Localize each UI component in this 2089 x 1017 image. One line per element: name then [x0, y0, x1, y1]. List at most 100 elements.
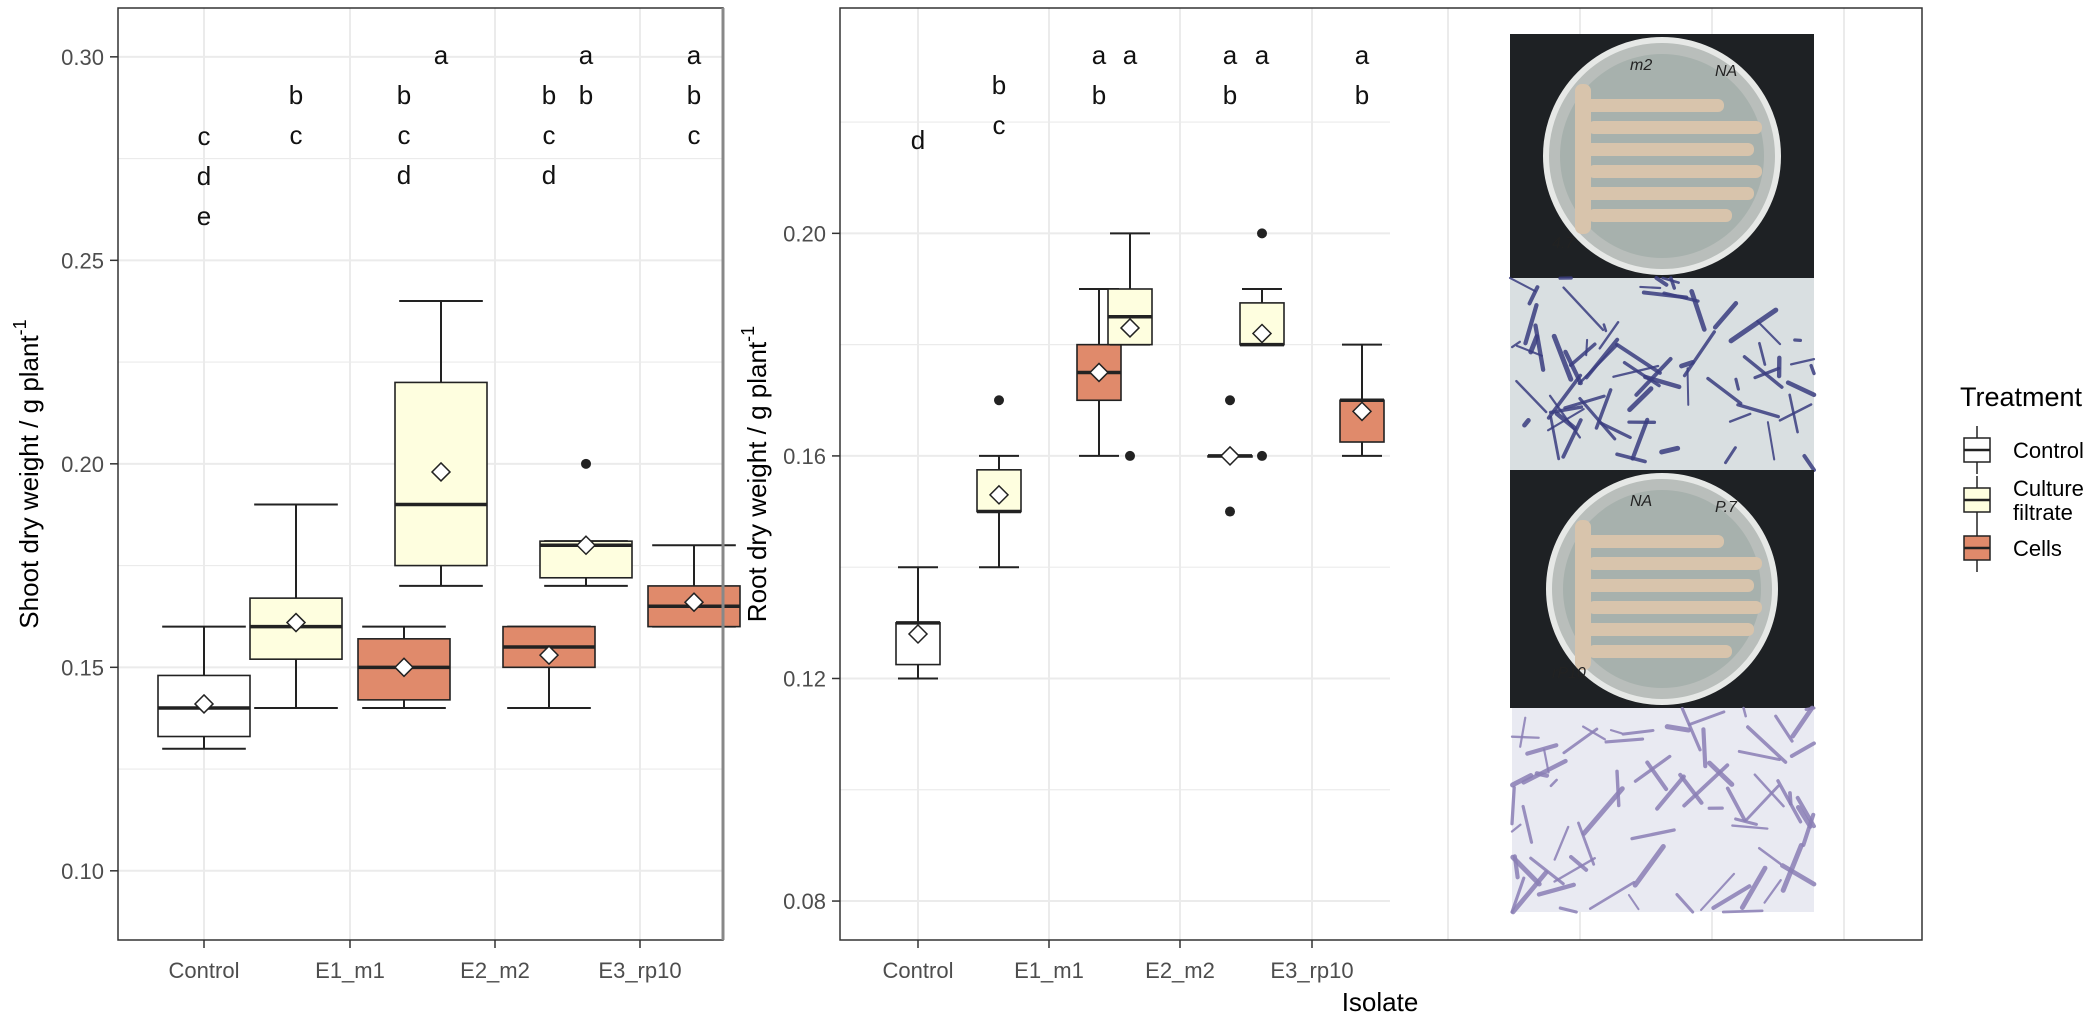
dish-label: m2 — [1630, 57, 1652, 74]
fungal-streak — [1580, 143, 1754, 156]
isolate-photos: m2 NA 4.7 NA P.7 rP10 — [1508, 34, 1817, 915]
mean-diamond — [393, 657, 415, 678]
fungal-streak — [1580, 99, 1724, 112]
hypha-strand — [1675, 893, 1695, 914]
y-tick-label: 0.10 — [61, 859, 104, 884]
outlier-point — [1125, 450, 1135, 461]
fungal-streak — [1588, 645, 1732, 658]
shoot-y-axis-label: Shoot dry weight / g plant-1 — [10, 319, 44, 628]
hypha-strand — [1510, 876, 1526, 914]
mean-diamond — [683, 592, 705, 613]
dish-label: 4.7 — [1552, 235, 1575, 252]
hypha-strand — [1682, 330, 1716, 378]
x-tick-label: E1_m1 — [315, 958, 385, 983]
hypha-strand — [1549, 415, 1561, 461]
hypha-strand — [1655, 774, 1686, 811]
hypha-strand — [1510, 823, 1522, 833]
fungal-streak — [1588, 557, 1762, 570]
outlier-point — [1225, 506, 1235, 517]
fungal-streak — [1580, 535, 1724, 548]
hypha-strand — [1578, 396, 1617, 441]
hypha-strand — [1701, 727, 1708, 769]
hypha-strand — [1588, 880, 1636, 910]
hypha-strand — [1778, 403, 1813, 422]
hypha-strand — [1734, 377, 1740, 391]
hypha-strand — [1766, 421, 1776, 461]
x-axis-title: Isolate — [1342, 987, 1419, 1017]
hypha-strand — [1630, 828, 1676, 841]
fungal-streak — [1575, 84, 1591, 234]
significance-letter: a — [687, 40, 702, 70]
significance-letter: a — [1355, 40, 1370, 70]
outlier-point — [1225, 395, 1235, 406]
legend-label-line: Culture — [2013, 476, 2084, 501]
y-tick-label: 0.16 — [783, 444, 826, 469]
significance-letter: b — [579, 80, 593, 110]
hypha-strand — [1553, 825, 1570, 861]
root-panel-boxes — [895, 228, 1385, 680]
hypha-strand — [1776, 779, 1803, 824]
hyphae-micrograph-photo-2 — [1510, 705, 1817, 915]
hypha-strand — [1510, 785, 1516, 826]
significance-letter: b — [687, 80, 701, 110]
hypha-strand — [1664, 724, 1691, 733]
significance-letter: d — [197, 161, 211, 191]
hypha-strand — [1563, 394, 1606, 410]
significance-letter: a — [579, 40, 594, 70]
significance-letter: a — [434, 40, 449, 70]
hypha-strand — [1724, 446, 1737, 465]
significance-letter: c — [290, 120, 303, 150]
treatment-legend: Treatment Control Culture filtrate Cells — [1960, 382, 2084, 572]
hypha-strand — [1536, 882, 1576, 897]
hypha-strand — [1789, 741, 1816, 758]
outlier-point — [1257, 228, 1267, 239]
x-tick-label: E3_rp10 — [1270, 958, 1353, 983]
hypha-strand — [1678, 772, 1704, 805]
hypha-strand — [1581, 786, 1625, 836]
hypha-strand — [1739, 865, 1768, 910]
hypha-strand — [1712, 301, 1739, 330]
hypha-strand — [1519, 716, 1527, 748]
hypha-strand — [1609, 729, 1623, 735]
mean-diamond — [988, 484, 1010, 505]
root-y-axis-label: Root dry weight / g plant-1 — [738, 326, 772, 622]
significance-letter: c — [688, 120, 701, 150]
dish-label: rP10 — [1552, 665, 1586, 682]
shoot-panel-axes: 0.10 0.15 0.20 0.25 0.30 Control E1_m1 E2_m2 E3_… — [61, 45, 681, 983]
significance-letter: a — [1092, 40, 1107, 70]
x-tick-label: E3_rp10 — [598, 958, 681, 983]
x-tick-label: E2_m2 — [1145, 958, 1215, 983]
hypha-strand — [1753, 773, 1785, 808]
y-tick-label: 0.20 — [783, 221, 826, 246]
hypha-strand — [1725, 786, 1747, 822]
petri-dish-m2-photo: m2 NA 4.7 — [1510, 34, 1814, 278]
legend-label: Culture filtrate — [2013, 476, 2084, 525]
hypha-strand — [1521, 758, 1568, 785]
hypha-strand — [1521, 804, 1534, 844]
hypha-strand — [1577, 821, 1596, 866]
significance-letter: b — [289, 80, 303, 110]
y-tick-label: 0.25 — [61, 248, 104, 273]
fungal-streak — [1575, 520, 1591, 670]
hypha-strand — [1756, 319, 1782, 346]
dish-label: P.7 — [1715, 499, 1738, 516]
outlier-point — [994, 395, 1004, 406]
hypha-strand — [1795, 805, 1813, 829]
hypha-strand — [1700, 872, 1736, 912]
hypha-strand — [1527, 285, 1540, 306]
hypha-strand — [1562, 727, 1599, 755]
hypha-strand — [1785, 380, 1817, 398]
hypha-strand — [1801, 812, 1816, 848]
x-tick-label: Control — [883, 958, 954, 983]
hypha-strand — [1802, 453, 1816, 472]
significance-letter: c — [398, 120, 411, 150]
hypha-strand — [1553, 857, 1596, 883]
hypha-strand — [1598, 321, 1620, 350]
hypha-strand — [1788, 393, 1799, 434]
hypha-strand — [1669, 276, 1676, 290]
hypha-strand — [1711, 884, 1752, 910]
significance-letter: a — [1255, 40, 1270, 70]
fungal-streak — [1588, 121, 1762, 134]
hypha-strand — [1758, 341, 1767, 366]
hypha-strand — [1569, 855, 1589, 872]
